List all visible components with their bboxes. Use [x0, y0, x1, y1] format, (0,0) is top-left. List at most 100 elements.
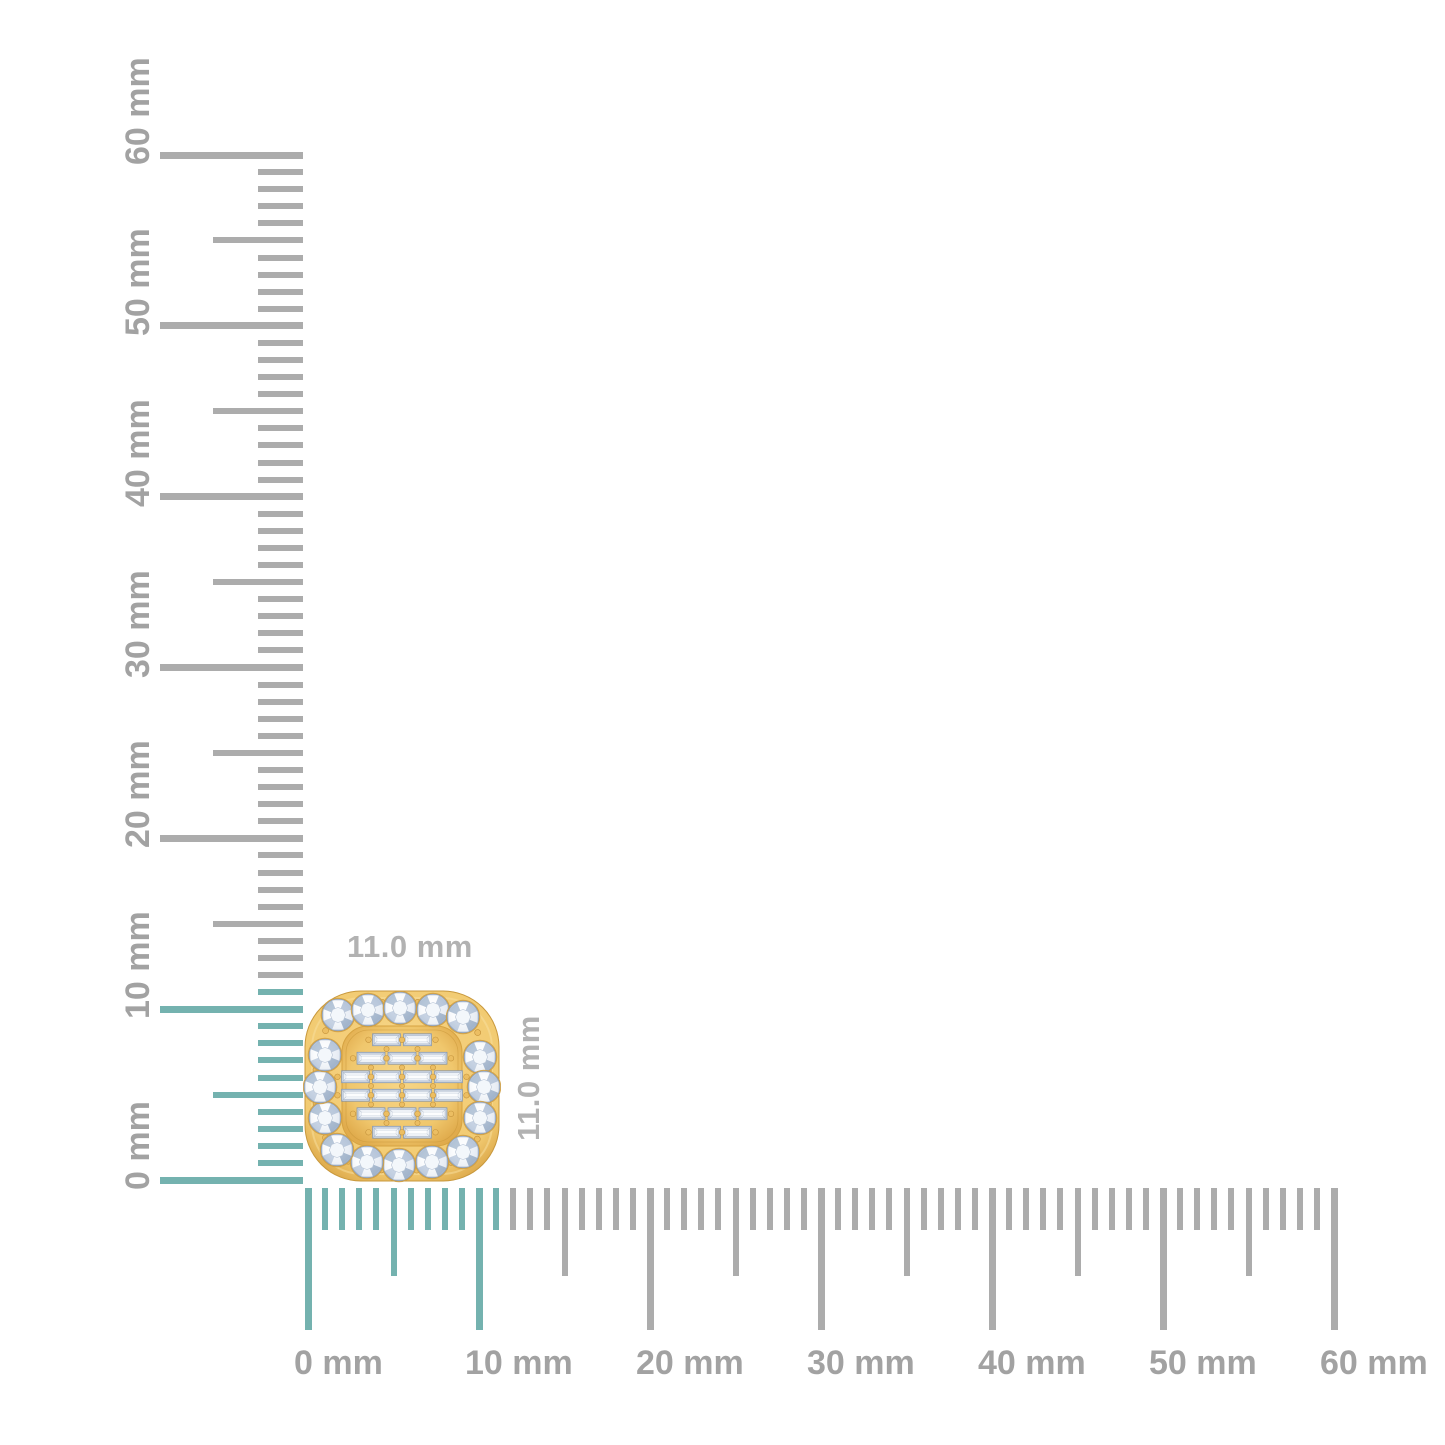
h-tick-minor [629, 1188, 636, 1230]
item-width-label: 11.0 mm [347, 929, 473, 964]
v-tick-minor [258, 459, 303, 466]
h-tick-minor [715, 1188, 722, 1230]
v-tick-major [160, 1005, 303, 1013]
v-tick-minor [258, 271, 303, 278]
v-tick-minor [258, 186, 303, 193]
baguette-diamond [372, 1088, 401, 1102]
baguette-diamond [403, 1088, 432, 1102]
v-ruler-label-50mm: 50 mm [119, 228, 157, 336]
v-ruler-label-10mm: 10 mm [119, 911, 157, 1020]
baguette-diamond [403, 1033, 432, 1047]
gold-prong-dot [463, 1073, 470, 1080]
gold-prong-dot [447, 1110, 455, 1117]
v-tick-medium [213, 408, 303, 415]
h-tick-minor [1108, 1188, 1115, 1230]
h-tick-minor [869, 1188, 876, 1230]
v-tick-minor [258, 442, 303, 449]
item-height-label: 11.0 mm [511, 1015, 546, 1141]
baguette-diamond [387, 1051, 417, 1065]
halo-round-diamond [303, 1069, 338, 1105]
v-tick-minor [258, 715, 303, 722]
halo-round-diamond [445, 1134, 481, 1170]
v-tick-minor [258, 1074, 303, 1081]
h-tick-minor [852, 1188, 859, 1230]
gold-prong-dot [432, 1129, 439, 1136]
h-tick-minor [1177, 1188, 1184, 1230]
v-tick-major [160, 151, 303, 159]
h-ruler-label-40mm: 40 mm [978, 1344, 1086, 1382]
v-tick-medium [213, 1091, 303, 1098]
halo-round-diamond [319, 1132, 355, 1168]
halo-round-diamond [349, 1144, 385, 1180]
h-tick-minor [664, 1188, 671, 1230]
gold-prong-dot [365, 1036, 372, 1043]
gold-prong-dot [447, 1055, 455, 1062]
earring-image [303, 990, 501, 1183]
h-ruler-label-0mm: 0 mm [294, 1344, 383, 1382]
gold-prong-dot [368, 1101, 374, 1108]
v-tick-minor [258, 203, 303, 210]
v-tick-minor [258, 989, 303, 996]
v-tick-minor [258, 527, 303, 534]
v-tick-minor [258, 1125, 303, 1132]
baguette-diamond [403, 1070, 432, 1084]
halo-round-diamond [382, 990, 418, 1026]
baguette-diamond [356, 1051, 386, 1065]
h-tick-minor [1296, 1188, 1303, 1230]
gold-prong-dot [322, 1027, 329, 1035]
v-tick-minor [258, 391, 303, 398]
h-tick-minor [783, 1188, 790, 1230]
v-tick-minor [258, 596, 303, 603]
v-tick-medium [213, 920, 303, 927]
baguette-diamond [434, 1088, 463, 1102]
v-tick-minor [258, 698, 303, 705]
h-tick-minor [1211, 1188, 1218, 1230]
baguette-diamond [434, 1070, 463, 1084]
gold-prong-dot [430, 1083, 436, 1089]
h-tick-major [304, 1188, 312, 1330]
h-tick-minor [835, 1188, 842, 1230]
h-tick-minor [1313, 1188, 1320, 1230]
halo-round-diamond [350, 992, 386, 1028]
h-tick-minor [339, 1188, 346, 1230]
h-tick-minor [407, 1188, 414, 1230]
v-tick-minor [258, 647, 303, 654]
v-tick-medium [213, 237, 303, 244]
halo-round-diamond [462, 1039, 498, 1075]
gold-prong-dot [383, 1046, 390, 1052]
gold-prong-dot [414, 1110, 421, 1117]
h-tick-minor [1142, 1188, 1149, 1230]
gold-prong-dot [414, 1046, 421, 1052]
baguette-diamond [356, 1107, 386, 1121]
v-tick-minor [258, 681, 303, 688]
gold-prong-dot [399, 1083, 405, 1089]
h-tick-minor [1279, 1188, 1286, 1230]
h-tick-minor [1228, 1188, 1235, 1230]
h-tick-minor [954, 1188, 961, 1230]
v-tick-medium [213, 749, 303, 756]
h-tick-minor [373, 1188, 380, 1230]
v-tick-minor [258, 613, 303, 620]
h-tick-minor [595, 1188, 602, 1230]
h-tick-minor [1125, 1188, 1132, 1230]
baguette-diamond [341, 1088, 370, 1102]
baguette-diamond [403, 1125, 432, 1139]
h-tick-minor [698, 1188, 705, 1230]
gold-prong-dot [365, 1129, 372, 1136]
h-tick-minor [322, 1188, 329, 1230]
h-tick-minor [1040, 1188, 1047, 1230]
h-tick-medium [903, 1188, 910, 1276]
h-tick-major [475, 1188, 483, 1330]
h-tick-minor [424, 1188, 431, 1230]
baguette-diamond [372, 1033, 401, 1047]
halo-round-diamond [415, 992, 451, 1028]
gold-prong-dot [398, 1092, 406, 1099]
h-ruler-label-10mm: 10 mm [465, 1344, 573, 1382]
halo-round-diamond [414, 1144, 450, 1180]
h-ruler-label-30mm: 30 mm [807, 1344, 915, 1382]
v-tick-minor [258, 305, 303, 312]
halo-round-diamond [381, 1147, 417, 1183]
v-tick-major [160, 1176, 303, 1184]
v-tick-major [160, 322, 303, 330]
h-tick-major [817, 1188, 825, 1330]
